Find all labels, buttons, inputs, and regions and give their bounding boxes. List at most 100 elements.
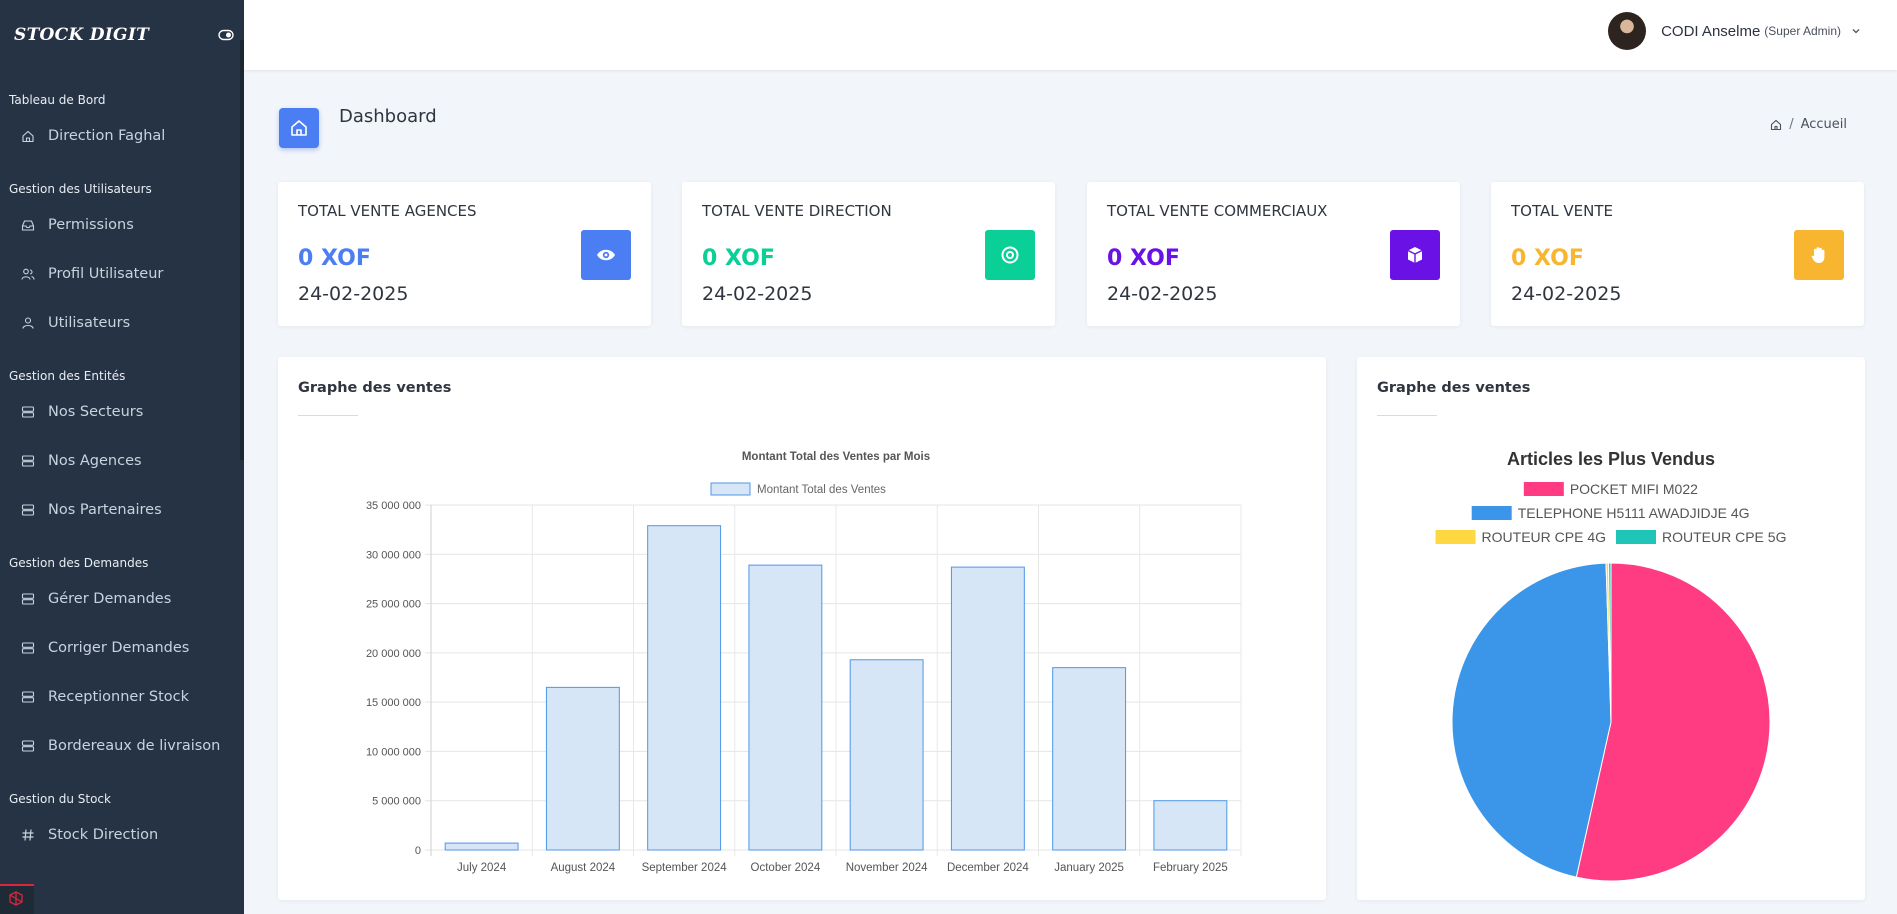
legend-swatch[interactable] (1435, 530, 1476, 544)
stat-card: TOTAL VENTE COMMERCIAUX 0 XOF 24-02-2025 (1087, 182, 1460, 326)
server-icon (21, 454, 35, 468)
sidebar-item-label: Nos Partenaires (48, 501, 162, 518)
stat-card-title: TOTAL VENTE DIRECTION (702, 202, 892, 220)
panel-title: Graphe des ventes (298, 380, 452, 396)
x-tick-label: November 2024 (846, 862, 928, 874)
user-role: (Super Admin) (1764, 24, 1841, 38)
stat-card-date: 24-02-2025 (1511, 283, 1622, 305)
bar[interactable] (748, 564, 823, 851)
user-menu[interactable]: CODI Anselme (Super Admin) (1608, 12, 1861, 50)
sidebar-item-label: Nos Secteurs (48, 403, 144, 420)
bar[interactable] (444, 842, 519, 851)
bar[interactable] (1153, 800, 1228, 851)
sidebar-section-title: Gestion des Demandes (9, 556, 149, 570)
sidebar-item-direction-faghal[interactable]: Direction Faghal (0, 111, 244, 160)
pie-slice[interactable] (1607, 562, 1612, 723)
legend-swatch[interactable] (710, 482, 751, 496)
legend-label: ROUTEUR CPE 5G (1662, 529, 1786, 545)
x-tick-label: January 2025 (1054, 862, 1124, 874)
framework-logo-icon (0, 884, 34, 914)
sidebar-nav: Tableau de Bord Direction Faghal Gestion d… (0, 89, 244, 859)
sidebar-item-g-rer-demandes[interactable]: Gérer Demandes (0, 574, 244, 623)
panel-divider (1377, 415, 1437, 416)
topbar: CODI Anselme (Super Admin) (244, 0, 1897, 70)
bar-chart: Montant Total des Ventes par Mois Montant… (366, 451, 1242, 874)
stat-card: TOTAL VENTE DIRECTION 0 XOF 24-02-2025 (682, 182, 1055, 326)
x-tick-label: October 2024 (751, 862, 821, 874)
legend-label: TELEPHONE H5111 AWADJIDJE 4G (1518, 505, 1750, 521)
sidebar-item-corriger-demandes[interactable]: Corriger Demandes (0, 623, 244, 672)
y-tick-label: 10 000 000 (366, 746, 421, 758)
server-icon (21, 739, 35, 753)
brand-name[interactable]: STOCK DIGIT (14, 25, 150, 45)
page-title: Dashboard (339, 106, 437, 127)
pie-chart: Articles les Plus Vendus POCKET MIFI M022… (1435, 449, 1786, 882)
sidebar-section-title: Gestion du Stock (9, 792, 111, 806)
sales-pie-chart-panel: Graphe des ventes Articles les Plus Vend… (1357, 357, 1865, 900)
inbox-icon (21, 218, 35, 232)
sidebar-item-permissions[interactable]: Permissions (0, 200, 244, 249)
hash-icon (21, 828, 35, 842)
stat-card-date: 24-02-2025 (702, 283, 813, 305)
sidebar-toggle-icon[interactable] (218, 29, 234, 41)
legend-label: POCKET MIFI M022 (1570, 481, 1698, 497)
legend-swatch[interactable] (1471, 506, 1512, 520)
sidebar-item-label: Stock Direction (48, 826, 159, 843)
legend-label: ROUTEUR CPE 4G (1482, 529, 1606, 545)
server-icon (21, 503, 35, 517)
sidebar-item-label: Bordereaux de livraison (48, 737, 221, 754)
chart-title: Articles les Plus Vendus (1507, 449, 1715, 469)
sidebar-scrollbar[interactable] (240, 40, 244, 460)
sidebar-item-label: Utilisateurs (48, 314, 131, 331)
x-tick-label: February 2025 (1153, 862, 1228, 874)
x-tick-label: September 2024 (642, 862, 728, 874)
sidebar-item-utilisateurs[interactable]: Utilisateurs (0, 298, 244, 347)
x-tick-label: July 2024 (457, 862, 507, 874)
sidebar-item-nos-agences[interactable]: Nos Agences (0, 436, 244, 485)
sidebar-item-bordereaux-de-livraison[interactable]: Bordereaux de livraison (0, 721, 244, 770)
x-tick-label: August 2024 (551, 862, 616, 874)
pie-slice[interactable] (1575, 562, 1771, 882)
stat-card-title: TOTAL VENTE AGENCES (298, 202, 477, 220)
server-icon (21, 592, 35, 606)
y-tick-label: 35 000 000 (366, 500, 421, 512)
legend-swatch[interactable] (1616, 530, 1656, 544)
sidebar-item-label: Gérer Demandes (48, 590, 172, 607)
sidebar-item-label: Permissions (48, 216, 134, 233)
sidebar-section-title: Tableau de Bord (9, 93, 106, 107)
stat-card-value: 0 XOF (702, 246, 775, 271)
bar[interactable] (849, 659, 924, 851)
breadcrumb: / Accueil (1770, 117, 1847, 132)
server-icon (21, 641, 35, 655)
user-icon (21, 316, 35, 330)
sales-bar-chart-panel: Graphe des ventes Montant Total des Vent… (278, 357, 1326, 900)
bar[interactable] (545, 686, 620, 851)
sidebar-item-nos-partenaires[interactable]: Nos Partenaires (0, 485, 244, 534)
sidebar-item-nos-secteurs[interactable]: Nos Secteurs (0, 387, 244, 436)
bar[interactable] (1052, 667, 1127, 851)
panel-divider (298, 415, 358, 416)
y-tick-label: 0 (415, 845, 421, 857)
box-icon (1390, 230, 1440, 280)
y-tick-label: 20 000 000 (366, 648, 421, 660)
sidebar-item-label: Direction Faghal (48, 127, 166, 144)
hand-icon (1794, 230, 1844, 280)
breadcrumb-home-icon[interactable] (1770, 119, 1782, 131)
legend-swatch[interactable] (1523, 482, 1564, 496)
y-tick-label: 25 000 000 (366, 599, 421, 611)
pie-slice[interactable] (1451, 562, 1612, 878)
sidebar-item-stock-direction[interactable]: Stock Direction (0, 810, 244, 859)
bar[interactable] (647, 525, 722, 851)
chart-title: Montant Total des Ventes par Mois (742, 451, 930, 463)
target-icon (985, 230, 1035, 280)
page-home-icon (279, 108, 319, 148)
bar[interactable] (950, 566, 1025, 851)
sidebar-item-profil-utilisateur[interactable]: Profil Utilisateur (0, 249, 244, 298)
sidebar-section-title: Gestion des Utilisateurs (9, 182, 152, 196)
stat-card-date: 24-02-2025 (298, 283, 409, 305)
chevron-down-icon[interactable] (1851, 27, 1861, 35)
avatar[interactable] (1608, 12, 1647, 50)
panel-title: Graphe des ventes (1377, 380, 1531, 396)
x-tick-label: December 2024 (947, 862, 1029, 874)
sidebar-item-receptionner-stock[interactable]: Receptionner Stock (0, 672, 244, 721)
